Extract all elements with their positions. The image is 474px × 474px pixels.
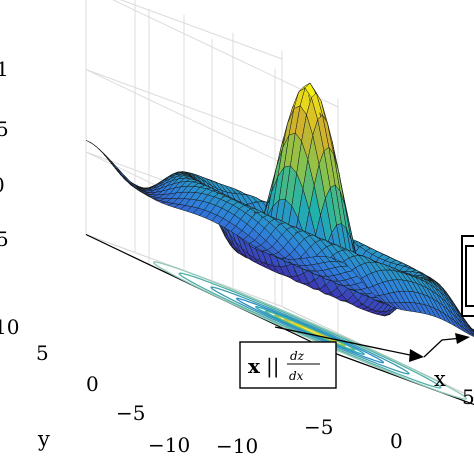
contour-line [255,306,365,355]
annotation-arrows [274,326,470,362]
annotation-numerator: dz [290,349,305,363]
annotation-box: x || dz dx [239,341,337,389]
z-tick-label: 5 [0,227,9,251]
x-tick-label: 5 [462,385,474,409]
annotation-arrowhead [409,349,424,362]
grid-line [119,0,283,60]
x-tick-label: −10 [216,434,258,458]
annotation-arrowhead [455,333,470,344]
contour-line [178,272,442,389]
contour-line [153,261,467,400]
annotation-arrow-line [274,326,411,356]
surface-mesh [85,82,474,338]
y-tick-label: −10 [148,433,190,457]
x-tick-label: −5 [304,415,333,439]
contour-line [235,297,385,364]
side-box-inner [465,245,474,307]
grid-line [112,0,339,108]
surface-patch [469,326,474,332]
y-tick-label: −5 [116,401,145,425]
z-tick-label: 1 [0,57,9,81]
annotation-separator: || [266,354,279,379]
grid-line [85,69,283,142]
y-tick-label: 5 [36,341,49,365]
y-axis-label: y [37,427,50,451]
x-tick-label: 0 [390,429,403,453]
surface-patch [470,329,474,333]
contour-projection [153,261,467,400]
z-tick-label: 5 [0,117,9,141]
y-tick-label: 0 [86,372,99,396]
annotation-denominator: dx [289,369,304,383]
z-tick-label: 0 [0,173,5,197]
annotation-bold-x: x [248,354,261,378]
contour-line [210,286,410,375]
y-tick-label: 10 [0,315,19,339]
x-axis-label: x [434,367,446,391]
annotation-arrow-line [423,337,463,358]
